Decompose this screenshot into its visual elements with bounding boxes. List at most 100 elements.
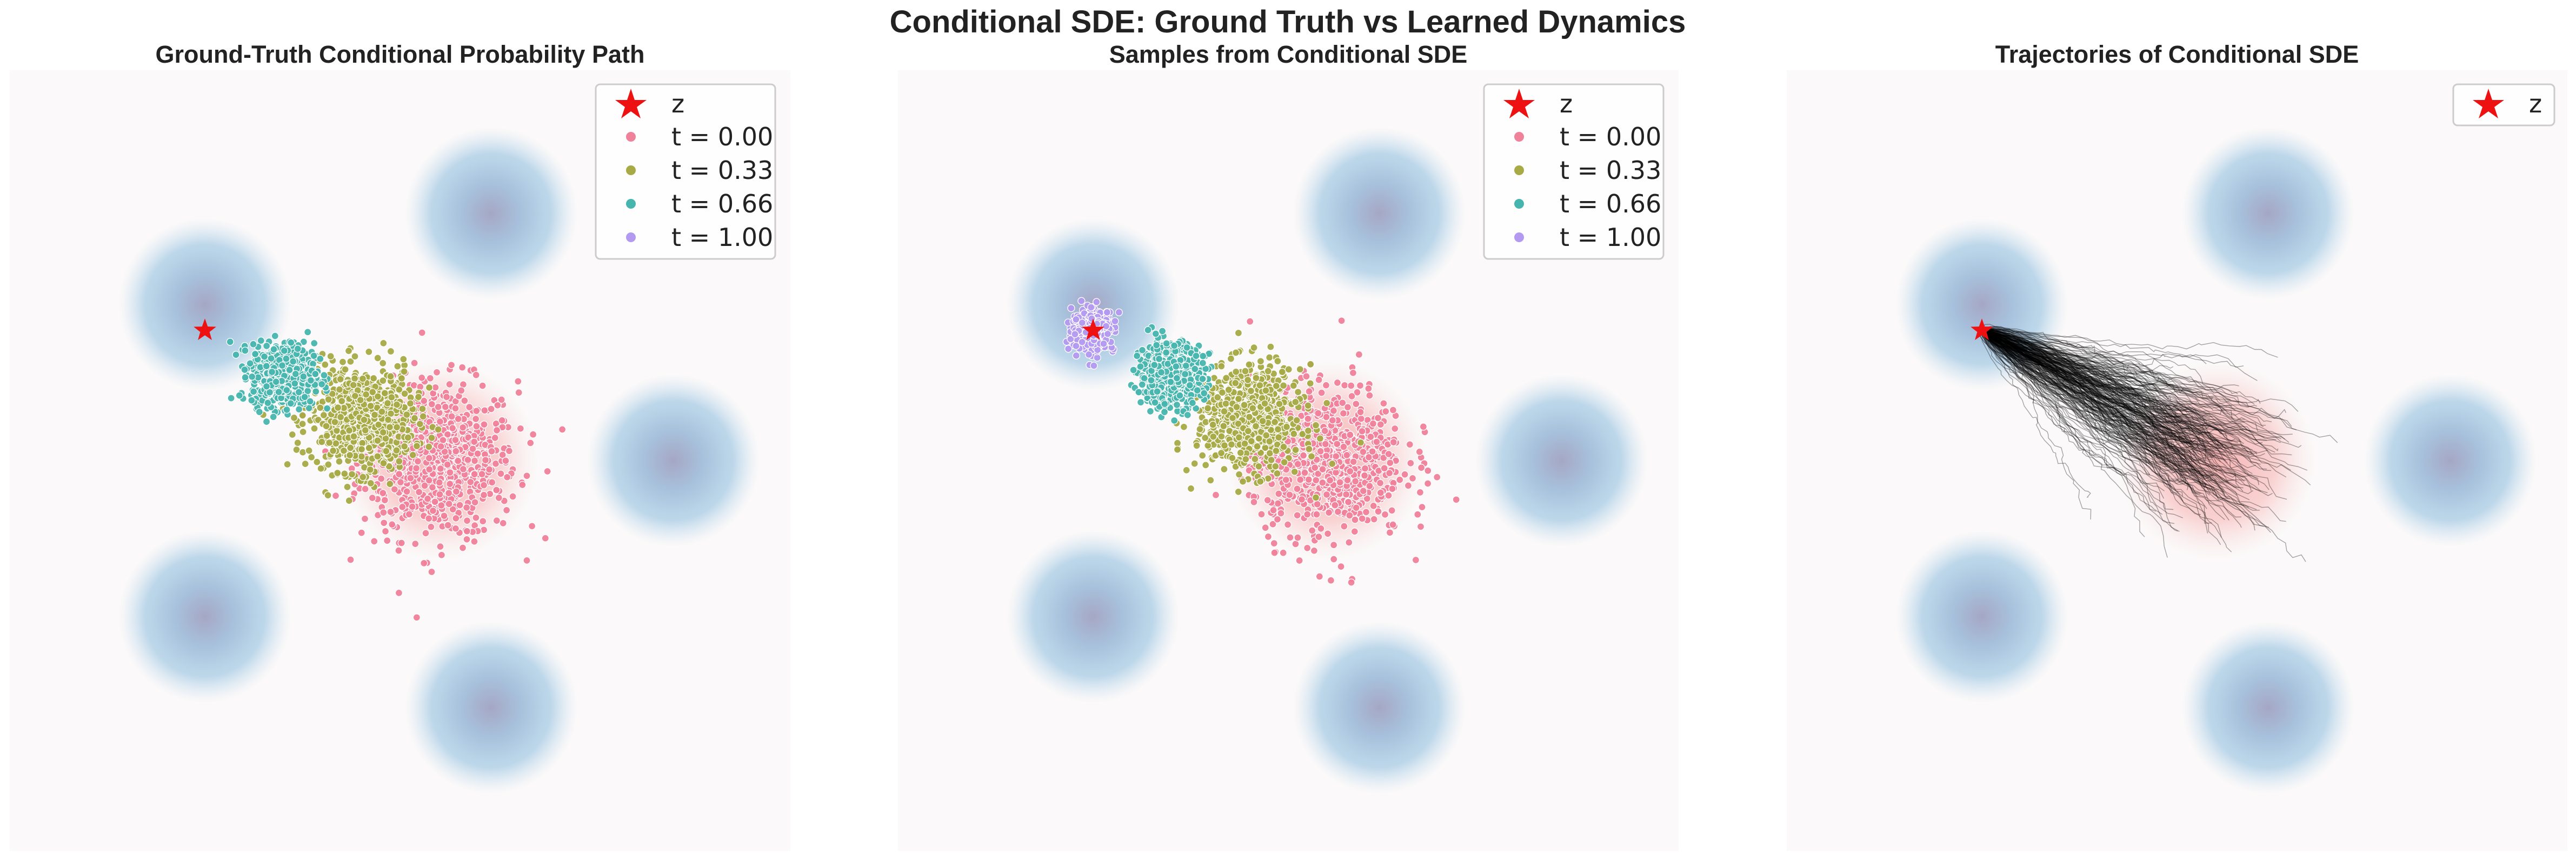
scatter-point <box>459 465 468 474</box>
scatter-point <box>1170 342 1179 350</box>
gaussian-blob <box>2182 622 2354 794</box>
gaussian-blob <box>1007 530 1179 703</box>
scatter-point <box>488 478 496 486</box>
scatter-point <box>1227 441 1236 449</box>
scatter-point <box>291 370 299 378</box>
scatter-point <box>1301 469 1309 477</box>
scatter-point <box>374 421 383 429</box>
scatter-point <box>464 456 472 464</box>
scatter-point <box>1232 379 1240 387</box>
scatter-point <box>492 426 501 435</box>
scatter-point <box>1264 532 1273 541</box>
scatter-point <box>392 423 401 431</box>
scatter-point <box>379 377 387 385</box>
legend-label-z: z <box>671 89 684 118</box>
scatter-point <box>395 589 403 597</box>
scatter-point <box>298 420 307 428</box>
gaussian-blob <box>405 127 577 299</box>
scatter-point <box>1262 431 1270 439</box>
scatter-point <box>318 380 326 388</box>
scatter-point <box>485 465 494 474</box>
scatter-point <box>289 357 297 365</box>
scatter-point <box>529 430 537 438</box>
scatter-point <box>358 375 367 383</box>
scatter-point <box>338 358 347 366</box>
scatter-point <box>446 468 454 477</box>
scatter-point <box>1364 384 1373 393</box>
scatter-point <box>445 380 454 389</box>
scatter-point <box>322 422 330 430</box>
scatter-point <box>327 352 335 361</box>
scatter-point <box>1366 391 1374 399</box>
scatter-point <box>1289 382 1297 390</box>
scatter-point <box>435 478 443 486</box>
scatter-point <box>1299 451 1308 459</box>
scatter-point <box>345 426 354 435</box>
scatter-point <box>1305 387 1313 396</box>
scatter-point <box>1218 388 1227 397</box>
scatter-point <box>461 397 469 405</box>
scatter-point <box>1220 422 1228 430</box>
scatter-point <box>1244 376 1252 384</box>
scatter-point <box>1385 469 1394 477</box>
scatter-point <box>283 460 291 469</box>
scatter-point <box>344 346 353 355</box>
scatter-point <box>316 404 324 412</box>
scatter-point <box>1290 430 1298 438</box>
scatter-point <box>325 438 334 447</box>
scatter-point <box>1310 546 1319 555</box>
scatter-point <box>407 474 415 482</box>
scatter-point <box>412 614 421 622</box>
scatter-point <box>471 498 479 506</box>
scatter-point <box>382 447 390 455</box>
scatter-point <box>394 362 402 370</box>
scatter-point <box>1263 496 1272 504</box>
scatter-point <box>380 459 388 468</box>
scatter-point <box>436 464 445 473</box>
scatter-point <box>295 405 303 414</box>
scatter-point <box>1355 350 1363 359</box>
scatter-point <box>1406 441 1414 449</box>
scatter-point <box>324 395 332 404</box>
scatter-point <box>1312 476 1320 484</box>
scatter-point <box>1084 350 1093 359</box>
scatter-point <box>387 508 395 516</box>
scatter-point <box>320 371 328 379</box>
scatter-point <box>1329 541 1338 549</box>
scatter-point <box>257 336 265 345</box>
scatter-point <box>1314 409 1322 417</box>
scatter-point <box>409 451 417 459</box>
scatter-point <box>1270 418 1279 426</box>
scatter-point <box>318 438 326 446</box>
scatter-point <box>1296 365 1304 374</box>
scatter-point <box>1316 435 1324 443</box>
scatter-point <box>1266 354 1274 362</box>
legend-marker-t033 <box>626 165 636 175</box>
scatter-point <box>1192 352 1200 360</box>
scatter-point <box>1240 401 1248 409</box>
scatter-point <box>1173 439 1182 447</box>
scatter-point <box>235 391 243 399</box>
scatter-point <box>1136 398 1145 406</box>
scatter-point <box>1282 423 1291 431</box>
scatter-point <box>414 457 422 465</box>
gaussian-blob <box>1475 375 1648 546</box>
scatter-point <box>1072 342 1080 350</box>
gaussian-blob <box>587 375 760 546</box>
scatter-point <box>374 452 382 461</box>
scatter-point <box>1209 432 1217 441</box>
scatter-point <box>1255 435 1263 443</box>
scatter-point <box>1172 362 1180 371</box>
scatter-point <box>1176 391 1184 399</box>
scatter-point <box>1323 399 1331 407</box>
scatter-point <box>463 527 471 535</box>
scatter-point <box>285 366 294 374</box>
scatter-point <box>442 393 451 401</box>
scatter-point <box>1308 526 1316 535</box>
scatter-point <box>374 392 382 401</box>
scatter-point <box>307 453 316 462</box>
scatter-point <box>390 485 398 494</box>
scatter-point <box>1275 433 1283 442</box>
scatter-point <box>1423 479 1432 488</box>
scatter-point <box>1235 470 1243 478</box>
